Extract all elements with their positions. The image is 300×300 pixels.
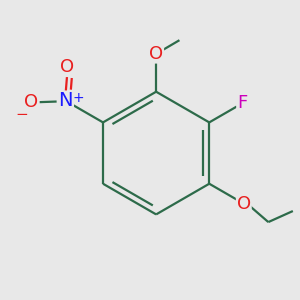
Text: N: N (58, 92, 73, 110)
Text: O: O (149, 45, 163, 63)
Text: +: + (72, 92, 84, 106)
Text: F: F (237, 94, 247, 112)
Text: O: O (24, 93, 38, 111)
Text: O: O (237, 195, 251, 213)
Text: −: − (15, 107, 28, 122)
Text: O: O (60, 58, 74, 76)
